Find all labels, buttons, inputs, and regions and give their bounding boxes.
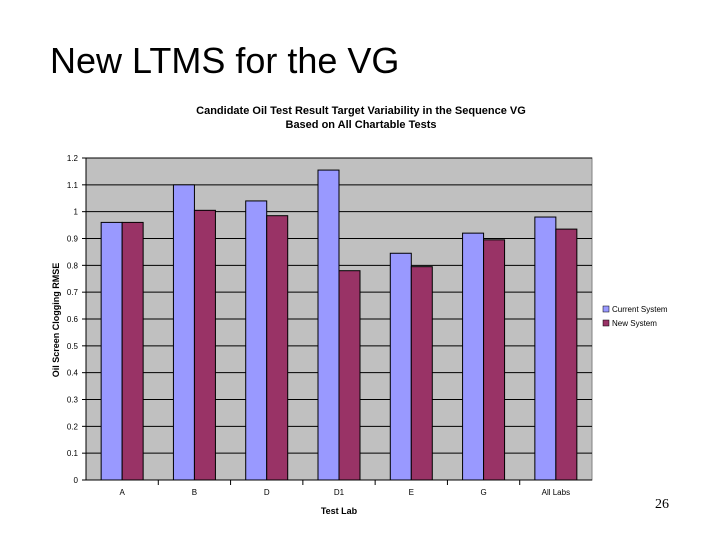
y-tick-label: 0.9 (67, 235, 79, 244)
legend-box (598, 302, 670, 336)
bar-new-system (555, 228, 578, 481)
y-tick-label: 1 (74, 208, 79, 217)
bar-current-system (462, 232, 485, 481)
y-tick-label: 0.6 (67, 315, 79, 324)
y-tick-label: 1.1 (67, 181, 79, 190)
bar-current-system (389, 252, 412, 481)
y-tick-label: 0.8 (67, 261, 79, 270)
x-tick-label: D (264, 488, 270, 497)
y-tick-label: 1.2 (67, 154, 79, 163)
bar-new-system (410, 266, 433, 481)
legend-swatch (602, 305, 610, 313)
y-axis-ticks: 0 0.1 0.2 0.3 0.4 0.5 0.6 0.7 0.8 0.9 1 1.1 1.2 (67, 154, 86, 485)
bar-current-system (317, 169, 340, 481)
y-tick-label: 0.2 (67, 422, 79, 431)
bar-current-system (172, 184, 195, 481)
bar-new-system (121, 221, 144, 481)
x-tick-label: All Labs (542, 488, 570, 497)
page-number: 26 (655, 497, 669, 512)
slide-title: New LTMS for the VG (50, 40, 400, 81)
x-tick-label: D1 (334, 488, 345, 497)
x-tick-label: A (119, 488, 125, 497)
bar-current-system (100, 221, 123, 481)
y-tick-label: 0 (74, 476, 79, 485)
bar-current-system (534, 216, 557, 481)
bar-new-system (266, 215, 289, 481)
legend-swatch (602, 319, 610, 327)
bar-new-system (483, 239, 506, 481)
x-tick-label: E (409, 488, 414, 497)
x-tick-label: B (192, 488, 197, 497)
chart-title: Candidate Oil Test Result Target Variabi… (196, 105, 526, 117)
y-tick-label: 0.4 (67, 369, 79, 378)
x-tick-label: G (480, 488, 486, 497)
legend: Current System New System (598, 302, 670, 336)
legend-label: New System (612, 319, 657, 328)
y-axis-label: Oil Screen Clogging RMSE (51, 263, 61, 378)
bar-new-system (193, 209, 216, 481)
chart-subtitle: Based on All Chartable Tests (286, 119, 437, 131)
x-axis-ticks: A B D D1 E G All Labs (119, 480, 570, 497)
bar-new-system (338, 270, 361, 481)
y-tick-label: 0.5 (67, 342, 79, 351)
y-tick-label: 0.7 (67, 288, 79, 297)
legend-label: Current System (612, 305, 668, 314)
bars (100, 169, 578, 481)
x-axis-label: Test Lab (321, 506, 358, 516)
y-tick-label: 0.1 (67, 449, 79, 458)
bar-current-system (245, 200, 268, 481)
y-tick-label: 0.3 (67, 396, 79, 405)
